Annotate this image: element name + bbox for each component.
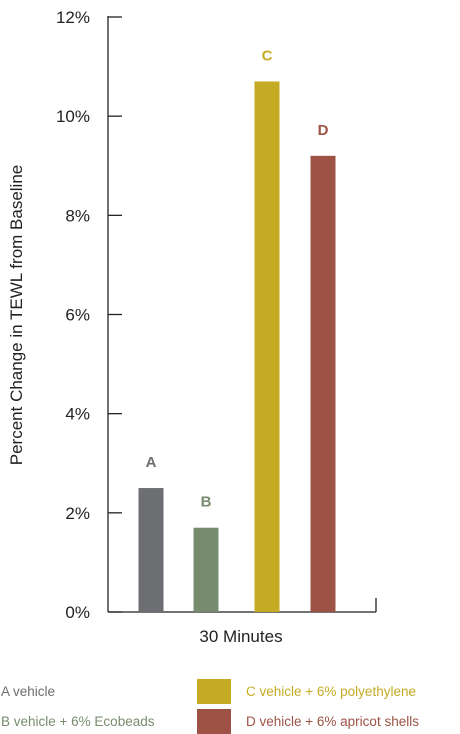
bar-label-d: D: [318, 122, 329, 139]
legend-item-a: A vehicle: [1, 684, 55, 699]
y-tick-label: 10%: [56, 107, 90, 126]
y-axis-title: Percent Change in TEWL from Baseline: [7, 165, 26, 465]
legend-swatch-c: [197, 679, 231, 704]
legend-item-b: B vehicle + 6% Ecobeads: [1, 714, 155, 729]
y-tick-label: 2%: [65, 504, 90, 523]
y-tick-label: 12%: [56, 8, 90, 27]
chart-bars: [138, 81, 336, 613]
legend-item-c: C vehicle + 6% polyethylene: [246, 684, 416, 699]
bar-b: [193, 527, 219, 612]
y-tick-label: 6%: [65, 306, 90, 325]
chart-legend: A vehicle B vehicle + 6% Ecobeads C vehicl…: [1, 679, 419, 734]
y-tick-label: 0%: [65, 603, 90, 622]
bar-a: [138, 488, 164, 612]
bar-c: [254, 81, 280, 613]
bar-label-c: C: [262, 47, 273, 64]
y-axis-ticks: 0% 2% 4% 6% 8% 10% 12%: [56, 8, 122, 622]
legend-item-d: D vehicle + 6% apricot shells: [246, 714, 419, 729]
legend-swatch-d: [197, 709, 231, 734]
y-tick-label: 4%: [65, 405, 90, 424]
bar-label-a: A: [146, 454, 157, 471]
bar-d: [310, 155, 336, 613]
chart-bar-labels: A B C D: [146, 47, 329, 510]
bar-label-b: B: [201, 494, 212, 511]
x-axis-title: 30 Minutes: [199, 627, 282, 646]
y-tick-label: 8%: [65, 206, 90, 225]
